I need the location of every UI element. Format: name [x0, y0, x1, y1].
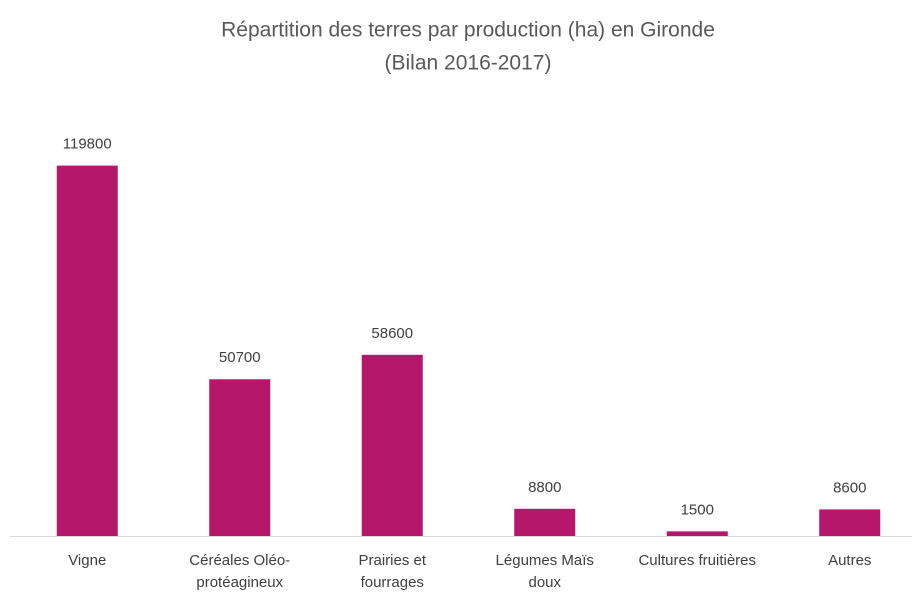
- bar: [361, 354, 423, 536]
- value-label: 50700: [219, 349, 261, 366]
- bar: [666, 531, 728, 536]
- x-tick-label: Autres: [828, 552, 872, 569]
- value-label: 119800: [63, 136, 112, 153]
- value-label: 1500: [681, 501, 714, 518]
- bar: [56, 165, 118, 536]
- x-tick-label: Cultures fruitières: [638, 552, 757, 569]
- bar: [819, 509, 881, 536]
- value-label: 8600: [833, 479, 866, 496]
- chart-title: Répartition des terres par production (h…: [221, 19, 715, 42]
- value-label: 58600: [371, 325, 413, 342]
- bar: [514, 508, 576, 536]
- x-tick-label: Légumes Maïs doux: [495, 552, 594, 591]
- bar: [209, 379, 271, 536]
- x-tick-label: Prairies et fourrages: [358, 552, 427, 591]
- chart-subtitle: (Bilan 2016-2017): [385, 52, 552, 75]
- x-tick-label: Céréales Oléo-protéagineux: [189, 552, 291, 591]
- x-tick-label: Vigne: [68, 552, 107, 569]
- value-label: 8800: [528, 479, 561, 496]
